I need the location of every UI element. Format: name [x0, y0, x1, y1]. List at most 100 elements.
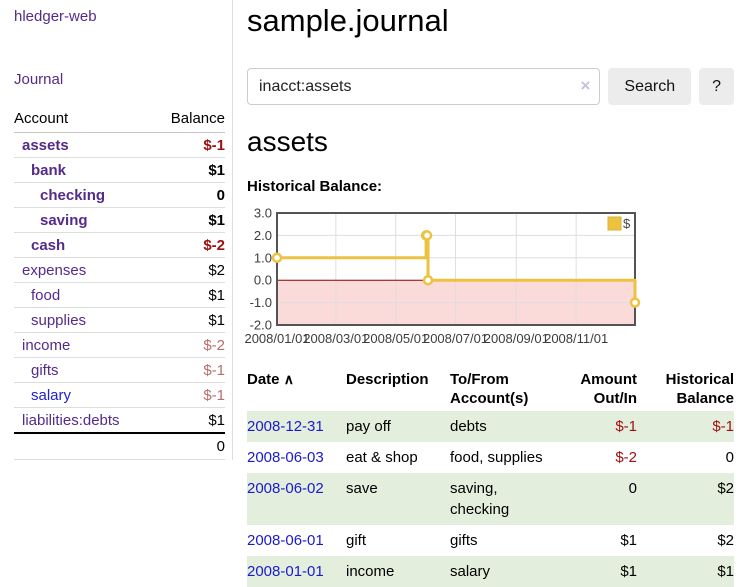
chart-title: Historical Balance:: [247, 178, 383, 195]
help-button[interactable]: ?: [699, 68, 734, 105]
tx-date-link[interactable]: 2008-06-03: [247, 449, 324, 466]
register-row: 2008-06-02 save saving, checking 0 $2: [247, 473, 734, 525]
tx-balance: $2: [717, 532, 734, 549]
account-balance: $-1: [153, 382, 225, 408]
sidebar: hledger-web Journal Account Balance asse…: [0, 0, 233, 460]
sort-asc-icon: ∧: [283, 371, 294, 387]
tx-date-link[interactable]: 2008-12-31: [247, 418, 324, 435]
svg-text:2.0: 2.0: [254, 228, 272, 243]
tx-date-link[interactable]: 2008-06-02: [247, 480, 324, 497]
tx-description: income: [346, 563, 395, 580]
search-input[interactable]: [247, 68, 601, 105]
register-table: Date ∧ Description To/From Account(s) Am…: [247, 367, 734, 587]
tx-balance: $-1: [712, 418, 734, 435]
account-link-liabilities-debts[interactable]: liabilities:debts: [22, 411, 120, 429]
total-row: 0: [14, 432, 225, 460]
tx-accounts: saving, checking: [450, 480, 510, 518]
account-row: income $-2: [14, 332, 225, 358]
tx-accounts: gifts: [450, 532, 478, 549]
tx-date-link[interactable]: 2008-01-01: [247, 563, 324, 580]
tx-description: save: [346, 480, 378, 497]
column-header-balance: Historical Balance: [665, 371, 734, 407]
account-row: bank $1: [14, 157, 225, 183]
tx-balance: $2: [717, 480, 734, 497]
sidebar-item-journal[interactable]: Journal: [14, 71, 64, 88]
account-link-supplies[interactable]: supplies: [31, 311, 87, 329]
svg-text:1.0: 1.0: [254, 250, 272, 265]
account-balance: 0: [153, 182, 225, 208]
account-row: checking 0: [14, 182, 225, 208]
historical-balance-chart: $3.0 2.0 1.0 0.0 -1.0 -2.0 2008/01/01 2008/03/0…: [244, 206, 742, 348]
chart-canvas: $3.0 2.0 1.0 0.0 -1.0 -2.02008/01/012008/03/0…: [244, 206, 641, 346]
account-row: gifts $-1: [14, 357, 225, 383]
account-balance: $2: [153, 257, 225, 283]
account-balance: $-2: [153, 232, 225, 258]
svg-text:2008/01/01: 2008/01/01: [244, 331, 309, 346]
search-form: × Search ?: [247, 68, 734, 105]
account-link-income[interactable]: income: [22, 336, 71, 354]
brand-link[interactable]: hledger-web: [14, 8, 97, 25]
tx-accounts: debts: [450, 418, 487, 435]
tx-accounts: food, supplies: [450, 449, 543, 466]
account-balance: $-1: [153, 357, 225, 383]
svg-text:2008/07/01: 2008/07/01: [423, 331, 488, 346]
account-row: salary $-1: [14, 382, 225, 408]
column-header-date[interactable]: Date ∧: [247, 371, 294, 388]
svg-text:-2.0: -2.0: [250, 318, 272, 333]
account-row: liabilities:debts $1: [14, 407, 225, 434]
register-row: 2008-06-01 gift gifts $1 $2: [247, 525, 734, 556]
svg-text:-1.0: -1.0: [250, 295, 272, 310]
tx-amount: $1: [620, 532, 637, 549]
accounts-header-account: Account: [14, 108, 154, 133]
account-link-food[interactable]: food: [31, 286, 61, 304]
account-balance: $1: [153, 407, 225, 434]
account-row: food $1: [14, 282, 225, 308]
tx-amount: $-1: [615, 418, 637, 435]
accounts-total: 0: [153, 432, 225, 460]
accounts-table: Account Balance assets $-1 bank $1 check…: [14, 108, 225, 460]
tx-balance: $1: [717, 563, 734, 580]
svg-text:$: $: [623, 216, 631, 231]
tx-description: pay off: [346, 418, 391, 435]
account-link-checking[interactable]: checking: [40, 186, 106, 204]
account-balance: $-1: [153, 132, 225, 158]
tx-description: gift: [346, 532, 367, 549]
account-link-salary[interactable]: salary: [31, 386, 72, 404]
svg-text:2008/11/01: 2008/11/01: [544, 331, 608, 346]
tx-amount: 0: [628, 480, 637, 497]
account-link-bank[interactable]: bank: [31, 161, 67, 179]
register-row: 2008-06-03 eat & shop food, supplies $-2…: [247, 442, 734, 473]
search-button[interactable]: Search: [608, 68, 692, 105]
account-balance: $1: [153, 207, 225, 233]
svg-text:3.0: 3.0: [254, 206, 272, 221]
tx-date-link[interactable]: 2008-06-01: [247, 532, 324, 549]
tx-amount: $1: [620, 563, 637, 580]
svg-text:2008/03/01: 2008/03/01: [303, 331, 368, 346]
svg-text:2008/05/01: 2008/05/01: [363, 331, 428, 346]
account-link-saving[interactable]: saving: [40, 211, 88, 229]
main-content: sample.journal × Search ? assets Histori…: [244, 0, 734, 587]
svg-text:2008/09/01: 2008/09/01: [484, 331, 549, 346]
svg-text:0.0: 0.0: [254, 273, 272, 288]
account-row: saving $1: [14, 207, 225, 233]
register-row: 2008-12-31 pay off debts $-1 $-1: [247, 411, 734, 442]
tx-amount: $-2: [615, 449, 637, 466]
sidebar-nav: Journal: [14, 71, 225, 88]
account-row: supplies $1: [14, 307, 225, 333]
account-balance: $1: [153, 307, 225, 333]
account-row: cash $-2: [14, 232, 225, 258]
account-row: assets $-1: [14, 132, 225, 158]
account-balance: $1: [153, 157, 225, 183]
page-title: sample.journal: [247, 3, 449, 38]
account-link-cash[interactable]: cash: [31, 236, 66, 254]
tx-accounts: salary: [450, 563, 491, 580]
account-link-assets[interactable]: assets: [22, 136, 69, 154]
column-header-amount: Amount Out/In: [580, 371, 637, 407]
clear-search-icon[interactable]: ×: [580, 76, 591, 95]
tx-balance: 0: [725, 449, 734, 466]
account-link-expenses[interactable]: expenses: [22, 261, 87, 279]
column-header-accounts: To/From Account(s): [450, 371, 529, 407]
account-link-gifts[interactable]: gifts: [31, 361, 59, 379]
account-balance: $1: [153, 282, 225, 308]
accounts-header-balance: Balance: [153, 108, 225, 133]
